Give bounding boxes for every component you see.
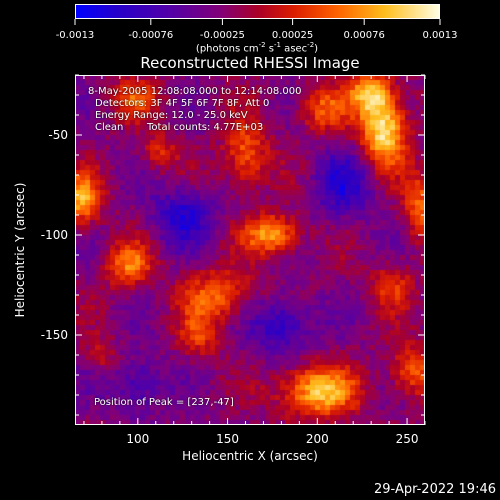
annotation-detectors: Detectors: 3F 4F 5F 6F 7F 8F, Att 0 [95,98,270,109]
x-tick-label: 200 [305,432,329,446]
x-tick-label: 100 [126,432,150,446]
colorbar-tick-label: -0.0013 [55,30,95,41]
timestamp: 29-Apr-2022 19:46 [374,482,496,497]
colorbar-frame [75,4,440,19]
chart-title: Reconstructed RHESSI Image [140,54,360,72]
annotation-energy: Energy Range: 12.0 - 25.0 keV [95,110,248,121]
annotation-counts: Total counts: 4.77E+03 [147,122,264,133]
x-tick-label: 150 [216,432,240,446]
colorbar-tick-label: 0.00076 [343,30,385,41]
colorbar-tick-label: 0.0013 [422,30,458,41]
y-tick-label: -150 [40,328,68,342]
y-tick-label: -50 [48,128,68,142]
plot-frame [75,75,425,425]
annotation-method: Clean [95,122,124,133]
heatmap-image [75,75,425,425]
x-axis-label: Heliocentric X (arcsec) [182,449,318,463]
y-axis-label: Heliocentric Y (arcsec) [13,182,27,318]
colorbar-tick-label: -0.00076 [128,30,174,41]
annotation-peak: Position of Peak = [237,-47] [94,397,234,408]
colorbar-units: (photons cm-2 s-1 asec-2) [195,41,319,55]
colorbar-ticks [74,19,441,25]
colorbar [75,4,440,19]
colorbar-tick-label: -0.00025 [199,30,245,41]
colorbar-tick-label: 0.00025 [271,30,314,41]
y-tick-label: -100 [40,228,68,242]
annotation-time: 8-May-2005 12:08:08.000 to 12:14:08.000 [88,86,302,97]
x-tick-label: 250 [395,432,419,446]
